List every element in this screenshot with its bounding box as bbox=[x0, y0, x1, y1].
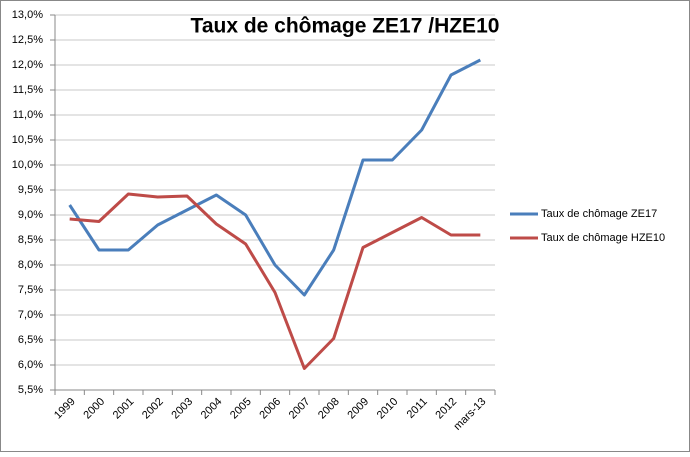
legend-label: Taux de chômage ZE17 bbox=[541, 208, 657, 220]
y-tick-label: 6,0% bbox=[18, 359, 43, 371]
y-tick-label: 11,5% bbox=[13, 84, 44, 96]
y-tick-label: 9,0% bbox=[18, 209, 43, 221]
series-line bbox=[68, 58, 482, 297]
y-tick-label: 12,5% bbox=[12, 34, 43, 46]
y-tick-label: 11,0% bbox=[13, 109, 44, 121]
y-tick-label: 12,0% bbox=[12, 59, 43, 71]
series-line bbox=[69, 192, 481, 370]
y-tick-label: 7,5% bbox=[18, 284, 43, 296]
legend-label: Taux de chômage HZE10 bbox=[541, 232, 665, 244]
y-tick-label: 9,5% bbox=[18, 184, 43, 196]
y-tick-label: 13,0% bbox=[12, 9, 43, 21]
y-tick-label: 10,0% bbox=[12, 159, 43, 171]
y-tick-label: 10,5% bbox=[12, 134, 43, 146]
y-tick-label: 8,0% bbox=[18, 259, 43, 271]
y-tick-label: 6,5% bbox=[18, 334, 43, 346]
chart-title: Taux de chômage ZE17 /HZE10 bbox=[191, 15, 500, 38]
y-tick-label: 8,5% bbox=[18, 234, 43, 246]
y-tick-label: 7,0% bbox=[18, 309, 43, 321]
y-tick-label: 5,5% bbox=[18, 384, 43, 396]
